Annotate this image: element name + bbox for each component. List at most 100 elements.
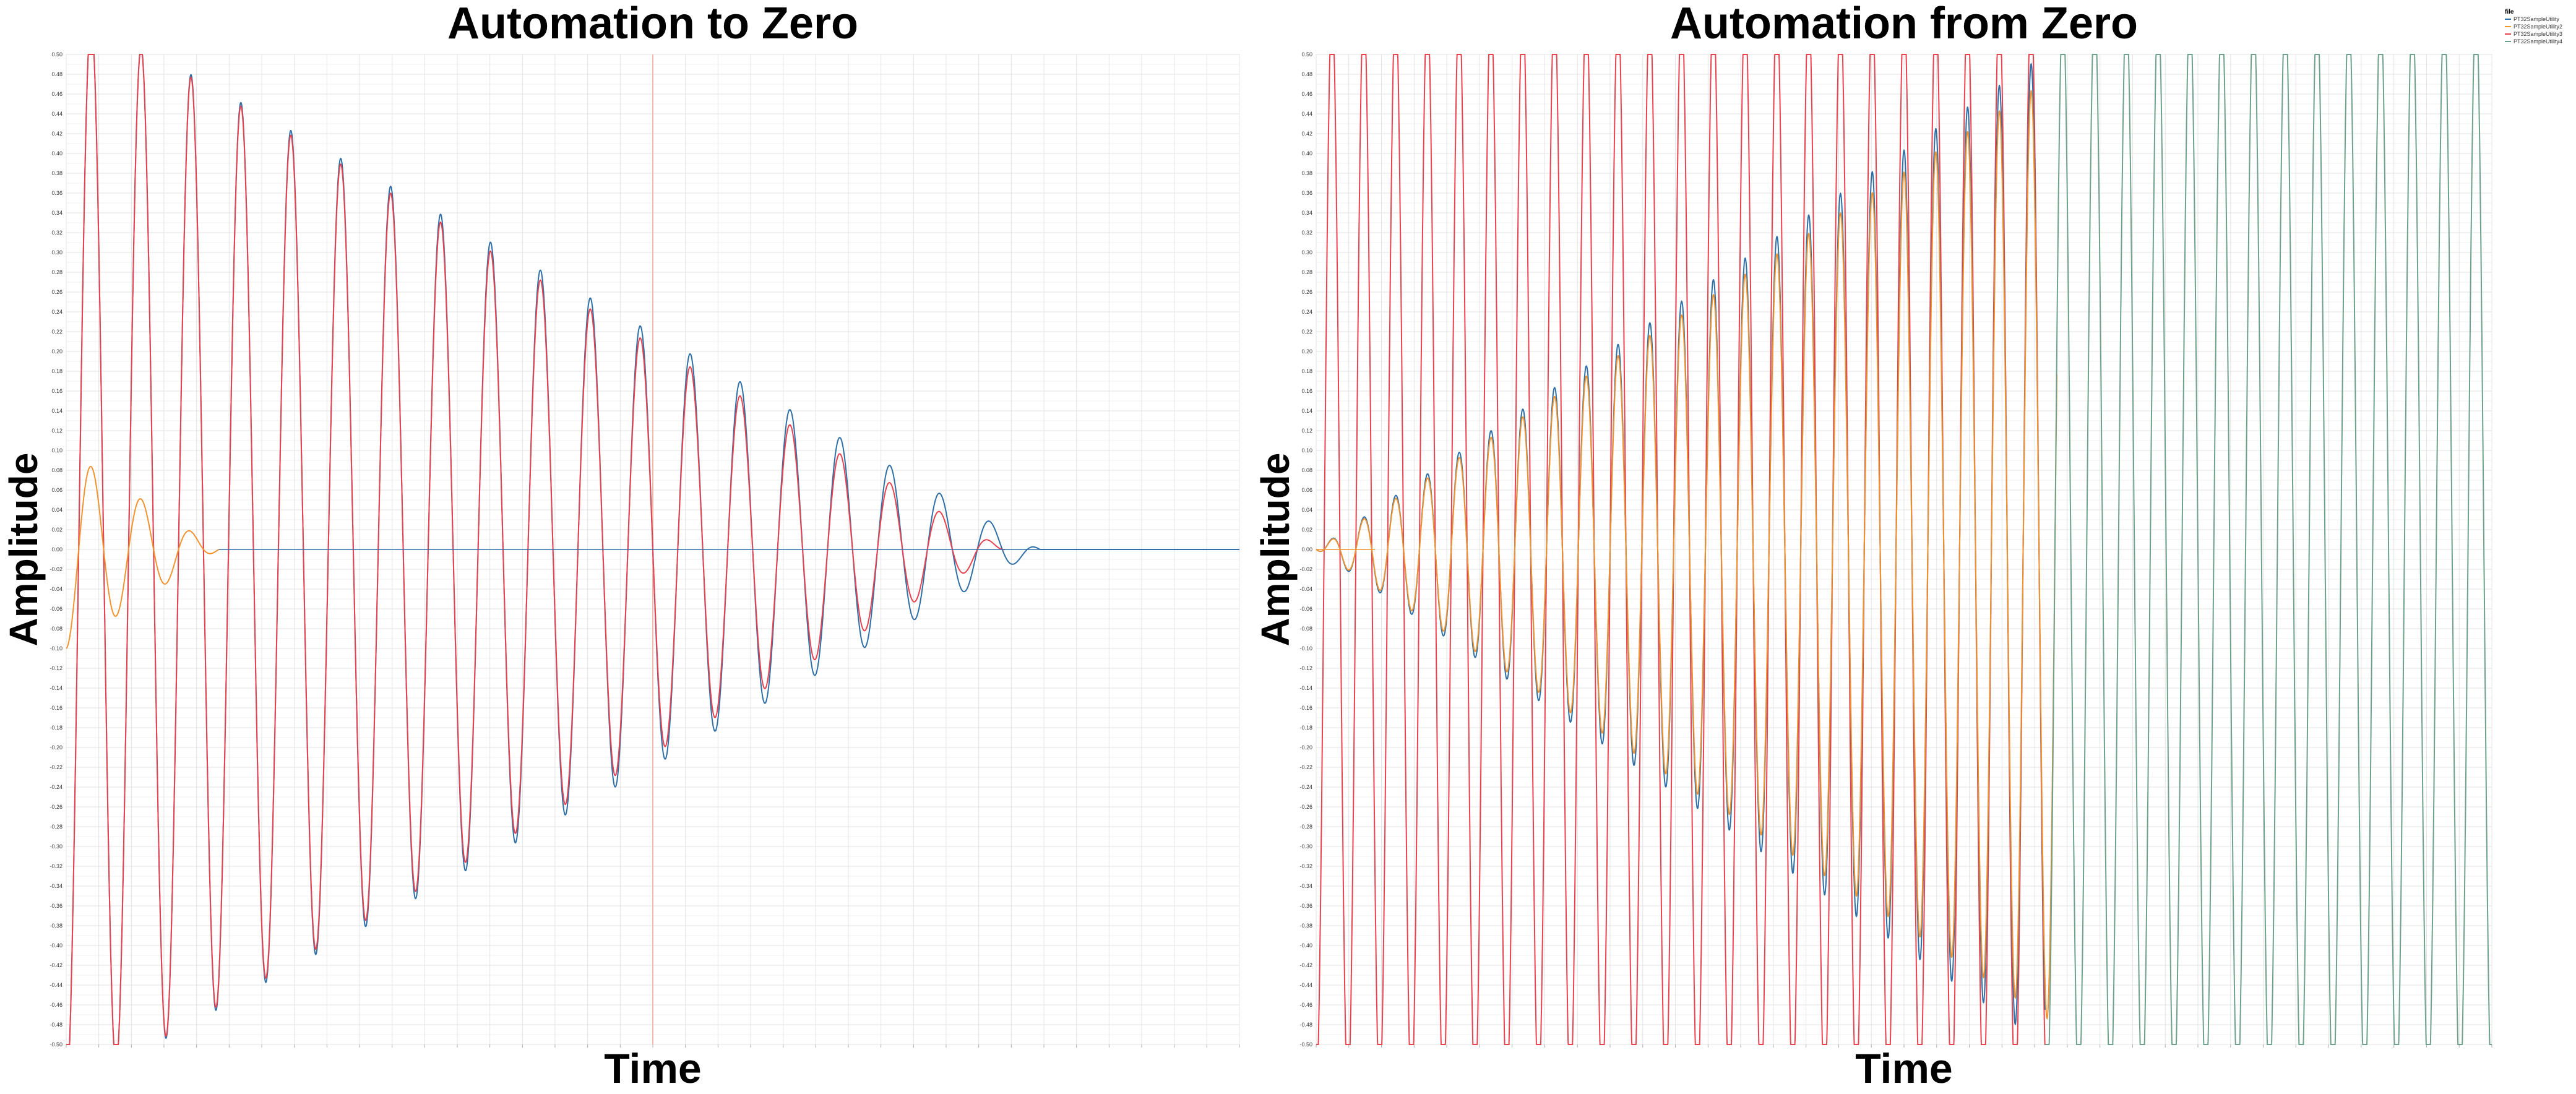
y-tick-label: -0.38 — [50, 923, 62, 929]
y-tick-label: 0.10 — [1301, 447, 1312, 454]
y-tick-label: 0.26 — [1301, 289, 1312, 295]
y-tick-label: 0.10 — [51, 447, 62, 454]
y-tick-label: -0.20 — [50, 744, 62, 751]
y-tick-label: 0.00 — [1301, 546, 1312, 553]
y-tick-label: 0.08 — [51, 467, 62, 473]
y-tick-labels: -0.50 -0.48 -0.46 -0.44 -0.42 -0.40 -0.38 -0.36… — [50, 51, 62, 1048]
y-tick-label: 0.38 — [1301, 170, 1312, 176]
y-tick-label: 0.50 — [1301, 51, 1312, 58]
y-tick-label: -0.02 — [50, 566, 62, 572]
x-axis-label: Time — [604, 1045, 701, 1092]
y-tick-label: -0.10 — [50, 645, 62, 652]
grid — [1316, 54, 2492, 1048]
y-tick-label: 0.24 — [1301, 309, 1312, 315]
y-tick-label: -0.44 — [1299, 982, 1312, 988]
y-tick-label: -0.02 — [1299, 566, 1312, 572]
y-tick-label: -0.30 — [50, 843, 62, 850]
y-tick-label: 0.04 — [1301, 507, 1312, 513]
y-tick-label: 0.36 — [51, 190, 62, 196]
y-tick-label: -0.14 — [50, 685, 62, 691]
y-tick-label: -0.40 — [1299, 942, 1312, 949]
y-tick-label: 0.06 — [51, 487, 62, 493]
y-tick-label: 0.04 — [51, 507, 62, 513]
y-tick-label: -0.44 — [50, 982, 62, 988]
series-group — [1316, 54, 2492, 1045]
y-tick-label: 0.44 — [1301, 111, 1312, 117]
y-tick-label: 0.32 — [51, 230, 62, 236]
y-tick-label: 0.30 — [1301, 249, 1312, 256]
y-tick-label: 0.14 — [51, 408, 62, 414]
y-tick-label: -0.50 — [1299, 1041, 1312, 1048]
y-tick-label: 0.40 — [1301, 150, 1312, 157]
chart-automation-to-zero: Automation to Zero Time Amplitude -0.50-… — [1, 0, 1240, 1092]
y-tick-label: 0.22 — [51, 329, 62, 335]
legend-entry: PT32SampleUtility — [2514, 16, 2560, 22]
y-tick-label: -0.42 — [50, 962, 62, 968]
y-tick-label: 0.42 — [1301, 131, 1312, 137]
y-tick-label: -0.08 — [50, 626, 62, 632]
y-tick-label: -0.18 — [50, 725, 62, 731]
y-tick-label: 0.26 — [51, 289, 62, 295]
y-tick-label: 0.32 — [1301, 230, 1312, 236]
y-tick-label: 0.42 — [51, 131, 62, 137]
y-tick-label: -0.32 — [1299, 863, 1312, 869]
y-tick-label: -0.06 — [1299, 606, 1312, 612]
series-line — [66, 465, 220, 649]
y-tick-label: -0.30 — [1299, 843, 1312, 850]
y-tick-label: -0.22 — [50, 764, 62, 770]
y-tick-label: 0.18 — [51, 368, 62, 374]
y-tick-label: 0.16 — [1301, 388, 1312, 394]
y-tick-label: 0.28 — [1301, 269, 1312, 275]
y-tick-label: -0.16 — [50, 705, 62, 711]
y-tick-label: 0.34 — [51, 210, 62, 216]
y-tick-label: 0.36 — [1301, 190, 1312, 196]
y-tick-label: 0.14 — [1301, 408, 1312, 414]
y-tick-label: -0.06 — [50, 606, 62, 612]
y-tick-label: -0.40 — [50, 942, 62, 949]
y-tick-label: -0.36 — [50, 903, 62, 909]
y-tick-label: -0.38 — [1299, 923, 1312, 929]
y-tick-label: 0.50 — [51, 51, 62, 58]
y-tick-label: -0.32 — [50, 863, 62, 869]
y-tick-label: -0.46 — [1299, 1002, 1312, 1008]
legend-entry: PT32SampleUtility3 — [2514, 31, 2562, 37]
y-tick-label: -0.46 — [50, 1002, 62, 1008]
y-tick-label: 0.18 — [1301, 368, 1312, 374]
y-tick-label: 0.02 — [1301, 527, 1312, 533]
y-tick-label: -0.42 — [1299, 962, 1312, 968]
chart-title: Automation from Zero — [1670, 0, 2138, 48]
y-tick-label: 0.16 — [51, 388, 62, 394]
y-tick-label: 0.12 — [51, 428, 62, 434]
y-tick-label: 0.20 — [51, 348, 62, 355]
legend-entry: PT32SampleUtility2 — [2514, 24, 2562, 30]
series-line — [1316, 54, 2046, 1045]
y-tick-label: -0.12 — [1299, 665, 1312, 671]
y-tick-label: 0.48 — [1301, 71, 1312, 77]
y-tick-label: 0.06 — [1301, 487, 1312, 493]
y-tick-label: 0.22 — [1301, 329, 1312, 335]
x-axis-label: Time — [1855, 1045, 1952, 1092]
y-tick-label: 0.38 — [51, 170, 62, 176]
y-axis-label: Amplitude — [1253, 453, 1298, 647]
y-tick-label: -0.26 — [1299, 804, 1312, 810]
y-tick-label: -0.04 — [50, 586, 62, 592]
legend: file PT32SampleUtility PT32SampleUtility2… — [2505, 9, 2562, 45]
y-tick-label: 0.28 — [51, 269, 62, 275]
y-tick-label: 0.24 — [51, 309, 62, 315]
y-tick-label: 0.48 — [51, 71, 62, 77]
y-tick-label: 0.40 — [51, 150, 62, 157]
y-tick-label: -0.34 — [1299, 883, 1312, 889]
series-line — [2045, 54, 2492, 1045]
y-tick-label: 0.44 — [51, 111, 62, 117]
series-line — [1316, 89, 2057, 1020]
y-tick-label: -0.24 — [1299, 784, 1312, 790]
y-tick-label: -0.12 — [50, 665, 62, 671]
chart-automation-from-zero: Automation from Zero Time Amplitude -0.5… — [1253, 0, 2562, 1092]
y-tick-label: 0.34 — [1301, 210, 1312, 216]
y-tick-labels: -0.50 -0.48 -0.46 -0.44 -0.42 -0.40 -0.38 -0.36… — [1299, 51, 1312, 1048]
series-line — [66, 54, 1006, 1045]
y-tick-label: -0.28 — [50, 824, 62, 830]
y-tick-label: 0.12 — [1301, 428, 1312, 434]
y-tick-label: 0.02 — [51, 527, 62, 533]
